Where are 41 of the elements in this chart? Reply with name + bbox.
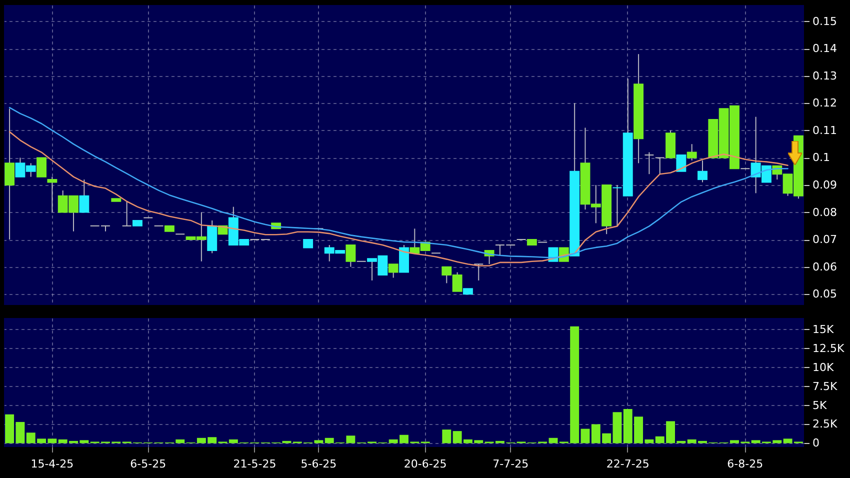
bar (442, 430, 452, 444)
x-tick-label: 7-7-25 (492, 458, 529, 470)
y-tick-label: 0.08 (812, 206, 837, 219)
candlestick (47, 176, 58, 213)
y-tick-label: 2.5K (812, 418, 838, 431)
y-tick-label: 0.12 (812, 96, 837, 110)
candlestick (654, 157, 665, 175)
candlestick (644, 152, 654, 175)
y-tick-label: 10K (812, 360, 834, 374)
y-tick-label: 5K (812, 398, 828, 412)
candlestick (79, 179, 90, 213)
y-tick-label: 15K (812, 322, 834, 336)
x-tick-label: 21-5-25 (233, 458, 276, 470)
x-tick-label: 20-6-25 (404, 458, 447, 470)
x-tick-label: 6-5-25 (130, 458, 166, 470)
y-tick-label: 0.13 (812, 69, 837, 82)
y-tick-label: 12.5K (812, 342, 845, 355)
y-tick-label: 0.11 (812, 124, 837, 137)
candlestick (698, 160, 708, 183)
bar (580, 428, 590, 444)
candlestick (686, 144, 697, 161)
candlestick (36, 157, 47, 178)
candlestick (4, 108, 15, 240)
x-tick-label: 15-4-25 (30, 458, 74, 470)
y-tick-label: 0.07 (812, 233, 837, 246)
y-tick-label: 0.09 (812, 178, 837, 192)
candlestick (388, 264, 398, 278)
x-tick-label: 5-6-25 (300, 458, 337, 470)
y-tick-label: 0.14 (812, 42, 837, 56)
y-tick-label: 0.1 (812, 151, 830, 164)
x-tick-label: 6-8-25 (727, 458, 764, 470)
y-tick-label: 0.15 (812, 14, 837, 28)
y-tick-label: 7.5K (812, 380, 838, 393)
candlestick (474, 264, 484, 281)
candlestick (122, 200, 132, 226)
x-tick-label: 22-7-25 (606, 458, 650, 470)
candlestick (676, 154, 686, 172)
y-tick-label: 0.06 (812, 260, 837, 274)
y-tick-label: 0 (812, 436, 820, 450)
line-series (8, 106, 788, 258)
y-tick-label: 0.05 (812, 288, 837, 301)
